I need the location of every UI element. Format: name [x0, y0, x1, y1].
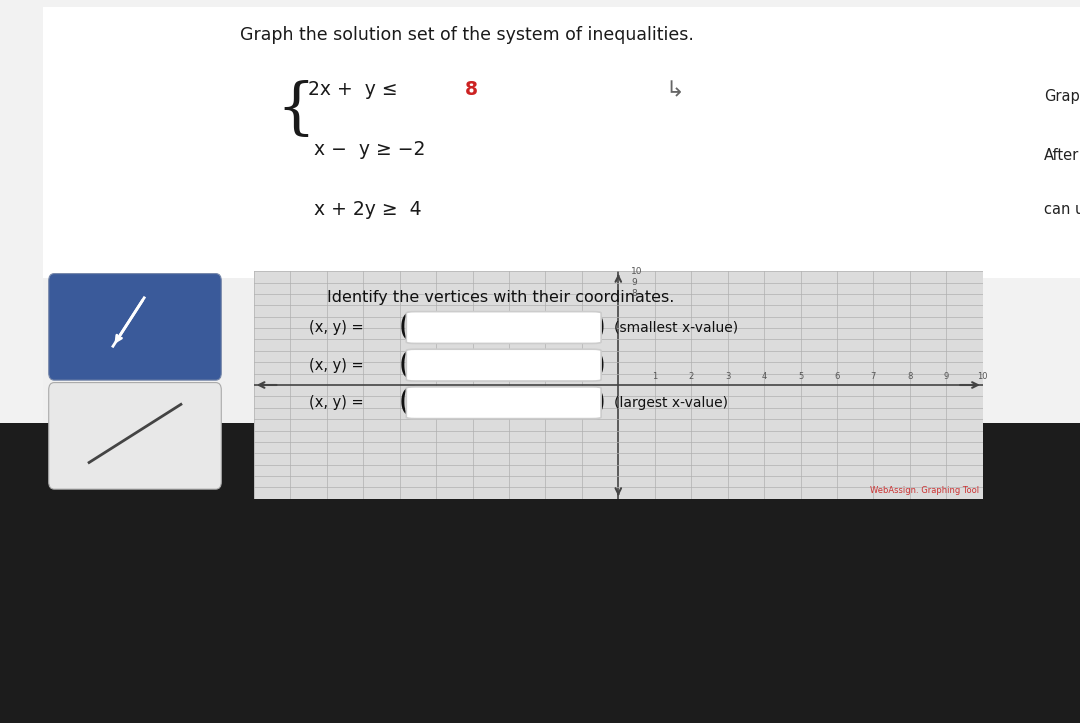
Text: ): ) — [593, 312, 605, 343]
Text: 2: 2 — [689, 372, 693, 381]
Text: can u: can u — [1043, 202, 1080, 218]
Text: -1: -1 — [578, 372, 586, 381]
Text: WebAssign. Graphing Tool: WebAssign. Graphing Tool — [870, 487, 980, 495]
FancyBboxPatch shape — [406, 387, 602, 419]
Text: ): ) — [593, 388, 605, 418]
Text: 2x +  y ≤: 2x + y ≤ — [308, 80, 403, 100]
Text: 10: 10 — [631, 267, 643, 275]
Text: x + 2y ≥  4: x + 2y ≥ 4 — [308, 200, 421, 219]
Text: (largest x-value): (largest x-value) — [615, 395, 728, 410]
Text: 7: 7 — [870, 372, 876, 381]
Text: -2: -2 — [541, 372, 550, 381]
Text: 8: 8 — [631, 289, 637, 299]
Text: (: ( — [399, 312, 410, 343]
Text: After: After — [1043, 148, 1079, 163]
Text: {: { — [276, 80, 315, 140]
Text: 6: 6 — [835, 372, 839, 381]
FancyBboxPatch shape — [49, 382, 221, 489]
Text: 4: 4 — [761, 372, 767, 381]
Text: Identify the vertices with their coordinates.: Identify the vertices with their coordin… — [326, 290, 674, 305]
Text: 10: 10 — [977, 372, 988, 381]
Text: (x, y) =: (x, y) = — [309, 320, 364, 335]
Text: 9: 9 — [631, 278, 637, 287]
Text: (x, y) =: (x, y) = — [309, 395, 364, 410]
Text: 3: 3 — [725, 372, 730, 381]
Text: 9: 9 — [944, 372, 949, 381]
Text: (: ( — [399, 388, 410, 418]
FancyBboxPatch shape — [406, 349, 602, 381]
Text: x −  y ≥ −2: x − y ≥ −2 — [308, 140, 424, 159]
Text: (: ( — [399, 350, 410, 380]
Text: (smallest x-value): (smallest x-value) — [615, 320, 739, 335]
Text: 1: 1 — [652, 372, 658, 381]
Text: -1: -1 — [578, 372, 586, 381]
Text: 5: 5 — [798, 372, 804, 381]
Text: 8: 8 — [465, 80, 478, 100]
FancyBboxPatch shape — [406, 312, 602, 343]
Text: (x, y) =: (x, y) = — [309, 358, 364, 372]
Text: Graph the solution set of the system of inequalities.: Graph the solution set of the system of … — [240, 26, 694, 44]
Text: ↳: ↳ — [665, 80, 684, 100]
Text: Graph: Graph — [1043, 88, 1080, 103]
Text: 8: 8 — [907, 372, 913, 381]
Text: ): ) — [593, 350, 605, 380]
FancyBboxPatch shape — [49, 273, 221, 380]
